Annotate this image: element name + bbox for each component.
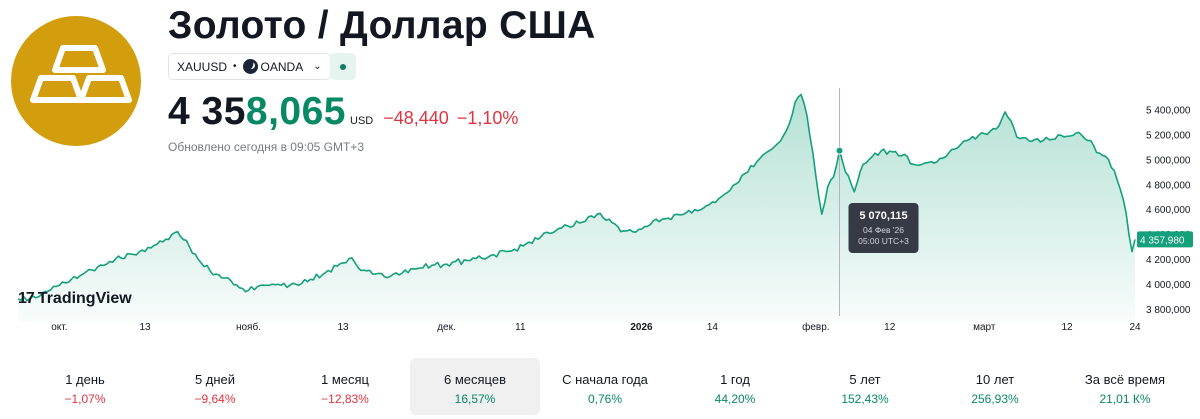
period-label: 1 год — [720, 372, 750, 387]
price-change-abs: −48,440 — [383, 108, 449, 128]
x-tick-label: 13 — [140, 322, 152, 333]
exchange-icon — [242, 59, 258, 74]
x-tick-label: 12 — [1061, 322, 1073, 333]
last-price-label: 4 357,980 — [1140, 235, 1185, 246]
period-label: За всё время — [1084, 372, 1166, 387]
y-tick-label: 5 200,000 — [1146, 130, 1191, 141]
market-open-dot-icon — [340, 64, 346, 70]
x-tick-label: дек. — [437, 322, 456, 333]
period-change: −9,64% — [194, 392, 236, 406]
period-tab[interactable]: 5 лет 152,43% — [800, 358, 930, 415]
period-change: −1,07% — [64, 392, 106, 406]
x-tick-label: 14 — [707, 322, 719, 333]
period-change: 256,93% — [971, 392, 1019, 406]
x-tick-label: 13 — [337, 322, 349, 333]
tradingview-logo[interactable]: 17 TradingView — [18, 290, 132, 308]
gold-bars-icon — [30, 45, 132, 103]
x-tick-label: февр. — [802, 321, 829, 333]
y-tick-label: 4 200,000 — [1146, 255, 1191, 266]
tradingview-icon: 17 — [18, 290, 35, 307]
symbol-ticker: XAUUSD — [177, 59, 228, 74]
price-line — [17, 93, 1136, 302]
price-currency: USD — [350, 115, 374, 127]
x-tick-label: март — [973, 322, 996, 333]
chevron-down-icon: ⌄ — [313, 61, 322, 72]
symbol-logo — [11, 16, 141, 146]
tooltip-date: 04 Фев '26 — [863, 225, 904, 235]
period-change: 152,43% — [841, 392, 889, 406]
period-label: 6 месяцев — [444, 372, 506, 387]
exchange-name: OANDA — [260, 59, 304, 74]
x-tick-label: 2026 — [630, 322, 653, 333]
period-tab[interactable]: 5 дней −9,64% — [150, 358, 280, 415]
period-change: 16,57% — [454, 392, 496, 406]
separator-dot: • — [233, 61, 237, 72]
period-tab[interactable]: За всё время 21,01 К% — [1060, 358, 1190, 415]
updated-time: Обновлено сегодня в 09:05 GMT+3 — [168, 140, 364, 154]
period-tab[interactable]: 1 месяц −12,83% — [280, 358, 410, 415]
period-tab[interactable]: 1 год 44,20% — [670, 358, 800, 415]
price-main: 4 35 — [168, 90, 246, 133]
period-change: 44,20% — [714, 392, 756, 406]
price-tail: 8,065 — [245, 90, 347, 133]
tradingview-label: TradingView — [37, 290, 132, 307]
period-label: 1 день — [65, 372, 105, 387]
x-tick-label: 11 — [515, 322, 526, 333]
period-label: 10 лет — [975, 372, 1015, 387]
period-change: 0,76% — [587, 392, 623, 406]
tooltip-time: 05:00 UTC+3 — [858, 236, 909, 246]
page-title: Золото / Доллар США — [168, 4, 596, 47]
period-tab[interactable]: 10 лет 256,93% — [930, 358, 1060, 415]
period-label: 1 месяц — [321, 372, 369, 387]
period-tab[interactable]: 6 месяцев 16,57% — [410, 358, 540, 415]
price-change-pct: −1,10% — [456, 108, 519, 128]
period-label: 5 лет — [849, 372, 881, 387]
price-area — [18, 94, 1135, 322]
price-row: 4 35 8,065 USD −48,440 −1,10% — [168, 90, 526, 134]
y-tick-label: 4 000,000 — [1146, 280, 1191, 291]
x-tick-label: 24 — [1129, 322, 1141, 333]
x-tick-label: нояб. — [236, 321, 261, 333]
market-status-button[interactable] — [330, 53, 356, 80]
period-tab[interactable]: 1 день −1,07% — [20, 358, 150, 415]
x-tick-label: окт. — [51, 322, 67, 333]
x-tick-label: 12 — [884, 322, 896, 333]
y-tick-label: 4 600,000 — [1146, 205, 1191, 216]
period-change: 21,01 К% — [1099, 392, 1151, 406]
period-change: −12,83% — [321, 392, 369, 406]
last-price-badge — [1137, 231, 1193, 248]
period-label: 5 дней — [194, 372, 236, 387]
period-selector: 1 день −1,07% 5 дней −9,64% 1 месяц −12,83% 6 … — [20, 358, 1190, 415]
tooltip-box — [848, 203, 919, 253]
y-tick-label: 4 800,000 — [1146, 180, 1191, 191]
tooltip-value: 5 070,115 — [859, 210, 907, 222]
y-tick-label: 5 400,000 — [1146, 105, 1191, 116]
crosshair-point — [835, 146, 844, 155]
y-tick-label: 5 000,000 — [1146, 155, 1191, 166]
period-tab[interactable]: С начала года 0,76% — [540, 358, 670, 415]
y-tick-label: 3 800,000 — [1146, 305, 1191, 316]
period-label: С начала года — [562, 372, 648, 387]
